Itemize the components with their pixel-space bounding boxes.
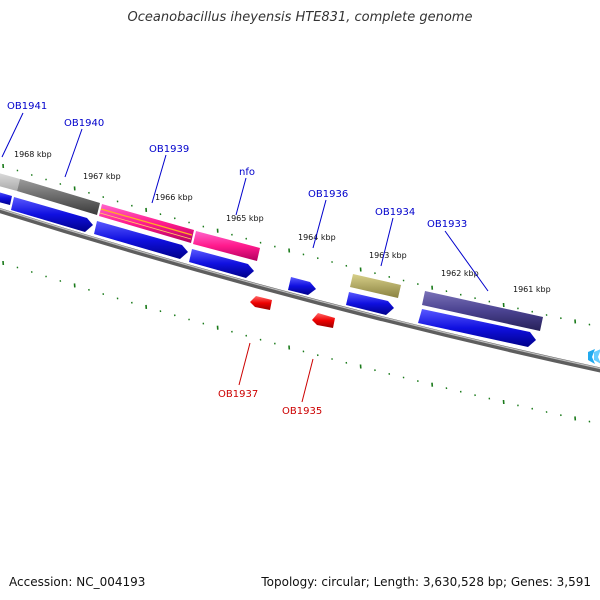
gene-label-ob1937[interactable]: OB1937 [218, 389, 258, 400]
gene-label-ob1935[interactable]: OB1935 [282, 406, 322, 417]
page-title: Oceanobacillus iheyensis HTE831, complet… [127, 10, 473, 25]
gene-label-ob1934[interactable]: OB1934 [375, 207, 415, 218]
feature-bar-ob1933[interactable] [422, 291, 543, 331]
genome-summary-text: Topology: circular; Length: 3,630,528 bp… [261, 575, 591, 589]
cds-arrow-ob1937[interactable] [250, 296, 272, 310]
genome-backbone [0, 207, 600, 373]
gene-leader-lines [1, 112, 489, 403]
tick-label-1962: 1962 kbp [441, 269, 479, 278]
gene-label-ob1936[interactable]: OB1936 [308, 189, 348, 200]
cds-arrow-offscreen-1[interactable] [588, 349, 595, 364]
upper-scale-ruler [2, 163, 591, 326]
gene-label-ob1941[interactable]: OB1941 [7, 101, 47, 112]
scale-tick-labels: 1968 kbp 1967 kbp 1966 kbp 1965 kbp 1964… [14, 150, 551, 294]
tick-label-1965: 1965 kbp [226, 214, 264, 223]
feature-bar-ob1941[interactable] [0, 172, 20, 191]
gene-label-ob1940[interactable]: OB1940 [64, 118, 104, 129]
cds-arrow-ob1935[interactable] [312, 313, 335, 328]
gene-label-nfo[interactable]: nfo [239, 167, 255, 178]
tick-label-1964: 1964 kbp [298, 233, 336, 242]
gene-label-ob1933[interactable]: OB1933 [427, 219, 467, 230]
cds-arrow-ob1934[interactable] [346, 292, 394, 315]
cds-arrow-ob1940[interactable] [11, 197, 93, 232]
cds-arrow-ob1936[interactable] [288, 277, 316, 295]
tick-label-1961: 1961 kbp [513, 285, 551, 294]
cds-arrow-offscreen-2[interactable] [594, 349, 600, 364]
cds-arrow-ob1939[interactable] [94, 221, 188, 259]
accession-text: Accession: NC_004193 [9, 575, 146, 589]
tick-label-1967: 1967 kbp [83, 172, 121, 181]
tick-label-1963: 1963 kbp [369, 251, 407, 260]
feature-bars [0, 172, 543, 331]
cds-arrow-nfo[interactable] [189, 249, 254, 278]
tick-label-1968: 1968 kbp [14, 150, 52, 159]
feature-bar-ob1940[interactable] [17, 179, 100, 215]
cds-arrow-ob1933[interactable] [418, 309, 536, 347]
gene-label-ob1939[interactable]: OB1939 [149, 144, 189, 155]
feature-bar-nfo[interactable] [193, 231, 260, 261]
tick-label-1966: 1966 kbp [155, 193, 193, 202]
feature-bar-ob1934[interactable] [350, 274, 401, 298]
cds-arrow-ob1941[interactable] [0, 191, 12, 205]
forward-cds-arrows [0, 191, 600, 364]
gene-labels: OB1941 OB1940 OB1939 nfo OB1936 OB1934 O… [7, 101, 467, 417]
lower-scale-ruler [2, 260, 591, 423]
reverse-cds-arrows [250, 296, 335, 328]
